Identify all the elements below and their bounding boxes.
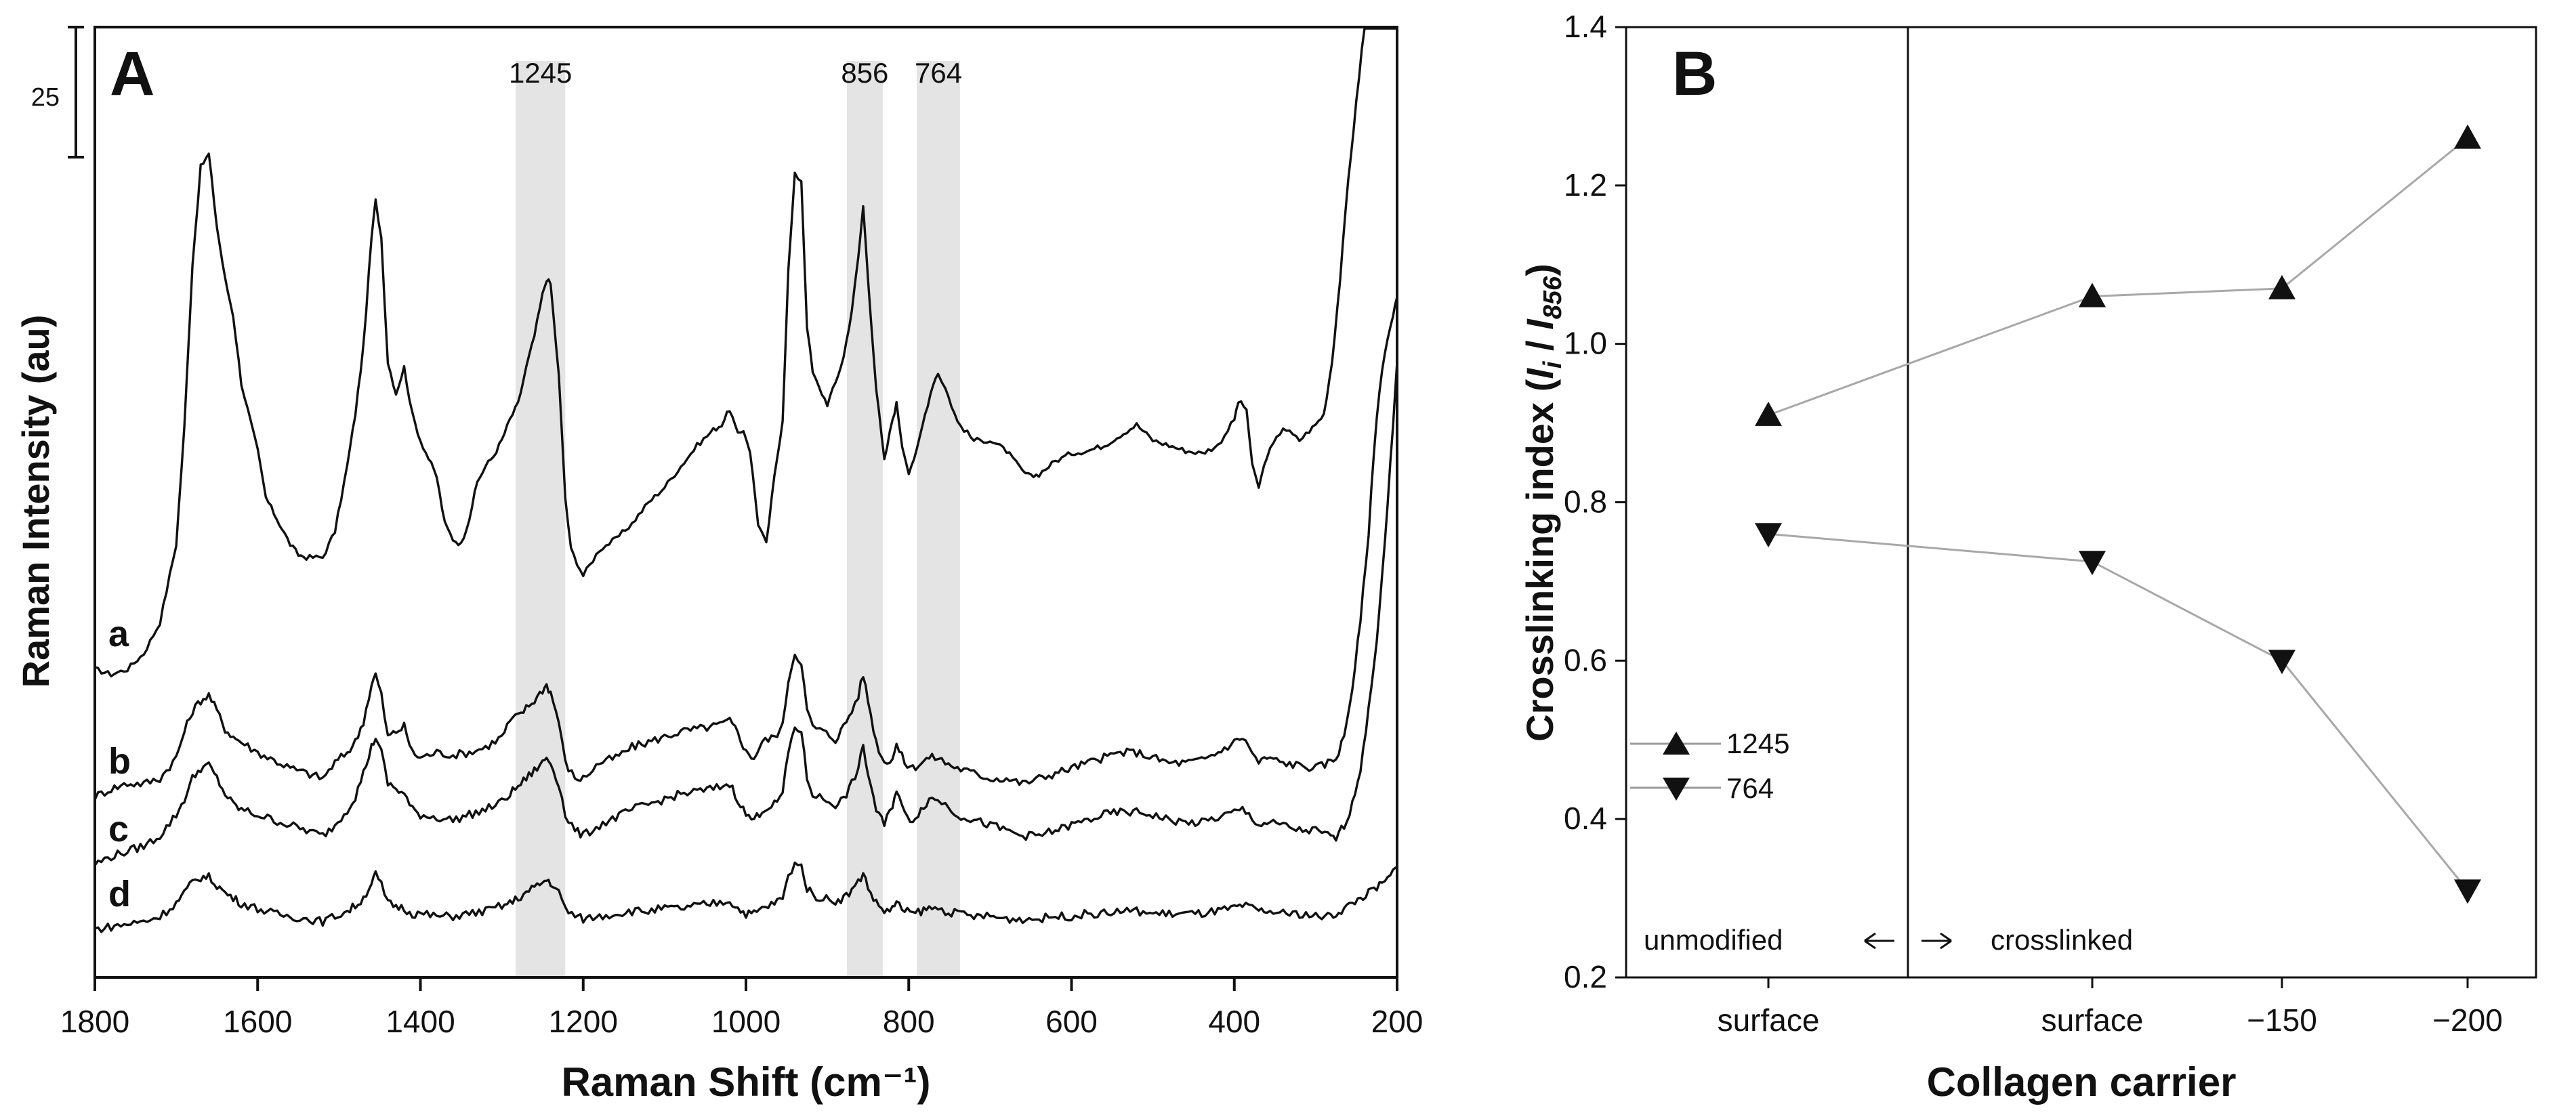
legend-triangle-up-icon [1663,732,1690,755]
y-tick-label-0.6: 0.6 [1564,642,1607,677]
spectrum-label-b: b [108,741,131,782]
spectrum-label-d: d [108,874,131,914]
panel-b-letter: B [1672,39,1717,108]
marker-1245-1 [2079,282,2106,308]
spectrum-b [94,297,1398,801]
marker-764-0 [1755,523,1782,548]
spectrum-label-c: c [108,809,129,849]
x-tick-label-200: 200 [1371,1004,1424,1039]
highlight-band-1245 [516,61,566,977]
panel-b-crosslinking-index: 0.2 0.4 0.6 0.8 1.0 1.2 1.4 surface surface −150… [1518,9,2537,1105]
category-label-2: −150 [2247,1002,2317,1038]
group-annotation: unmodified crosslinked [1644,924,2133,956]
spectrum-d [94,861,1398,933]
x-tick-label-1800: 1800 [60,1004,129,1039]
series-line-764 [1768,532,2469,891]
highlight-band-856 [846,61,883,977]
series-line-1245 [1768,137,2468,417]
category-label-1: surface [2041,1002,2144,1038]
group-label-crosslinked: crosslinked [1991,924,2133,956]
legend-label-1245: 1245 [1726,727,1789,759]
intensity-scale-bar: 25 [31,26,84,159]
marker-764-2 [2268,650,2295,675]
x-tick-label-400: 400 [1208,1004,1260,1039]
highlight-band-764 [917,61,960,977]
y-tick-label-0.2: 0.2 [1564,959,1607,994]
panel-a-letter: A [110,39,154,108]
y-tick-label-1.0: 1.0 [1564,326,1607,361]
y-axis-ticks: 0.2 0.4 0.6 0.8 1.0 1.2 1.4 [1564,9,1626,994]
arrow-left-icon [1864,932,1894,950]
spectra-lines [94,27,1398,933]
spectrum-c [94,362,1398,866]
legend-triangle-down-icon [1663,778,1690,801]
x-tick-label-1200: 1200 [549,1004,618,1039]
y-tick-label-0.8: 0.8 [1564,484,1607,520]
panel-b-x-axis-title: Collagen carrier [1927,1059,2237,1105]
group-label-unmodified: unmodified [1644,924,1783,956]
marker-1245-2 [2268,274,2295,299]
series-connector-lines [1768,137,2469,891]
scale-bar-label: 25 [31,83,60,112]
y-tick-label-1.2: 1.2 [1564,167,1607,203]
marker-764-1 [2079,551,2106,576]
panel-a-raman-spectra: 1245 856 764 a bcd 1800 1600 1400 1200 1000 800 6… [14,26,1424,1105]
x-tick-label-600: 600 [1045,1004,1098,1039]
band-label-856: 856 [841,57,888,89]
spectrum-letter-labels: a bcd [108,614,131,914]
panel-a-x-axis-title: Raman Shift (cm⁻¹) [561,1059,930,1105]
category-label-0: surface [1718,1002,1820,1038]
x-tick-label-1000: 1000 [711,1004,781,1039]
highlight-bands [516,61,960,977]
category-labels: surface surface −150 −200 [1718,977,2503,1038]
x-tick-label-1400: 1400 [386,1004,455,1039]
arrow-right-icon [1921,932,1952,950]
band-label-764: 764 [915,57,962,89]
x-tick-label-800: 800 [883,1004,935,1039]
marker-764-3 [2454,879,2481,904]
spectrum-a [94,27,1397,678]
y-tick-label-1.4: 1.4 [1564,9,1607,44]
y-tick-label-0.4: 0.4 [1564,801,1607,836]
panel-b-frame [1625,26,2537,979]
band-label-1245: 1245 [509,57,572,89]
panel-a-frame [94,26,1398,979]
legend: 1245 764 [1630,727,1789,804]
marker-1245-3 [2454,124,2481,149]
series-markers [1755,124,2481,904]
x-tick-label-1600: 1600 [223,1004,292,1039]
x-axis-ticks: 1800 1600 1400 1200 1000 800 600 400 200 [60,977,1424,1039]
legend-label-764: 764 [1726,772,1774,804]
band-labels: 1245 856 764 [509,57,962,89]
marker-1245-0 [1755,401,1782,426]
category-label-3: −200 [2432,1002,2503,1038]
panel-b-y-axis-title: Crosslinking index (Ii / I856) [1518,263,1567,742]
spectrum-label-a: a [108,614,129,654]
panel-a-y-axis-title: Raman Intensity (au) [14,315,57,688]
